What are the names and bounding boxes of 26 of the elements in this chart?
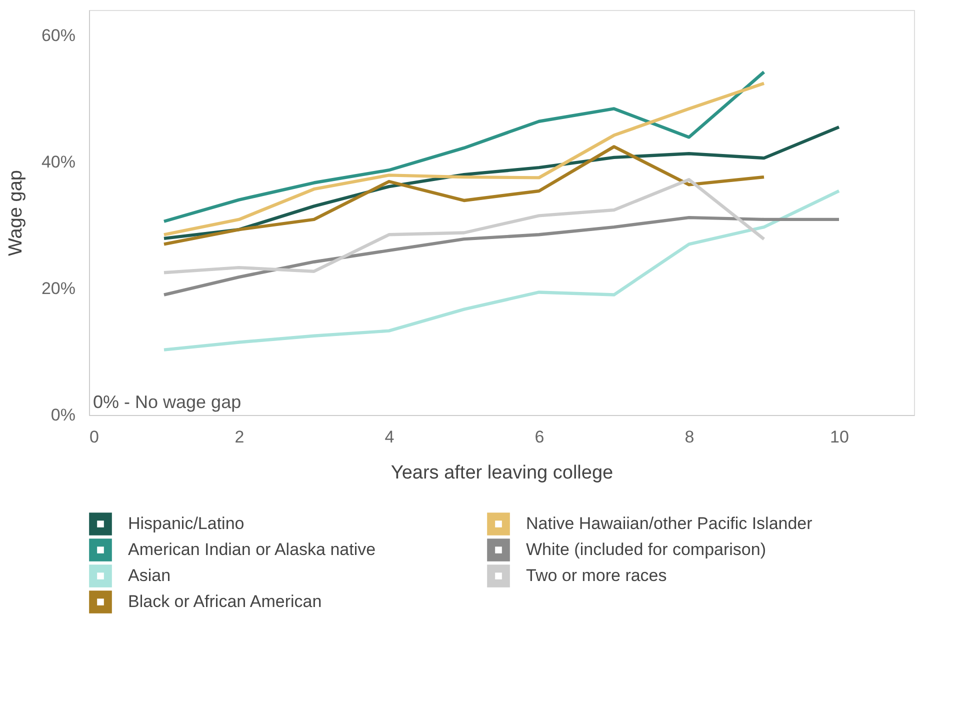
line-series (162, 216, 841, 296)
annotation: 0% - No wage gap (93, 392, 242, 412)
x-tick-label: 2 (234, 428, 244, 446)
x-tick-label: 0 (90, 428, 99, 446)
line-series (162, 189, 841, 352)
line-series (162, 82, 766, 236)
line-series (162, 178, 766, 274)
legend-label: Native Hawaiian/other Pacific Islander (526, 514, 813, 533)
x-axis-title: Years after leaving college (390, 462, 614, 484)
legend-label: Hispanic/Latino (128, 514, 244, 533)
y-tick-label: 60% (41, 26, 76, 45)
legend-label: Asian (128, 566, 171, 585)
x-tick-label: 8 (684, 428, 694, 446)
legend-label: White (included for comparison) (526, 540, 766, 559)
line-series (162, 70, 766, 223)
y-axis-title: Wage gap (5, 170, 26, 256)
line-series (162, 145, 766, 246)
legend-label: Black or African American (128, 592, 322, 611)
x-tick-label: 4 (384, 428, 394, 446)
y-tick-label: 0% (50, 406, 76, 424)
x-tick-label: 6 (534, 428, 544, 446)
y-tick-label: 40% (41, 152, 76, 172)
legend-label: Two or more races (526, 566, 667, 585)
y-tick-label: 20% (41, 278, 76, 298)
legend-label: American Indian or Alaska native (128, 540, 376, 559)
x-tick-label: 10 (830, 428, 849, 446)
